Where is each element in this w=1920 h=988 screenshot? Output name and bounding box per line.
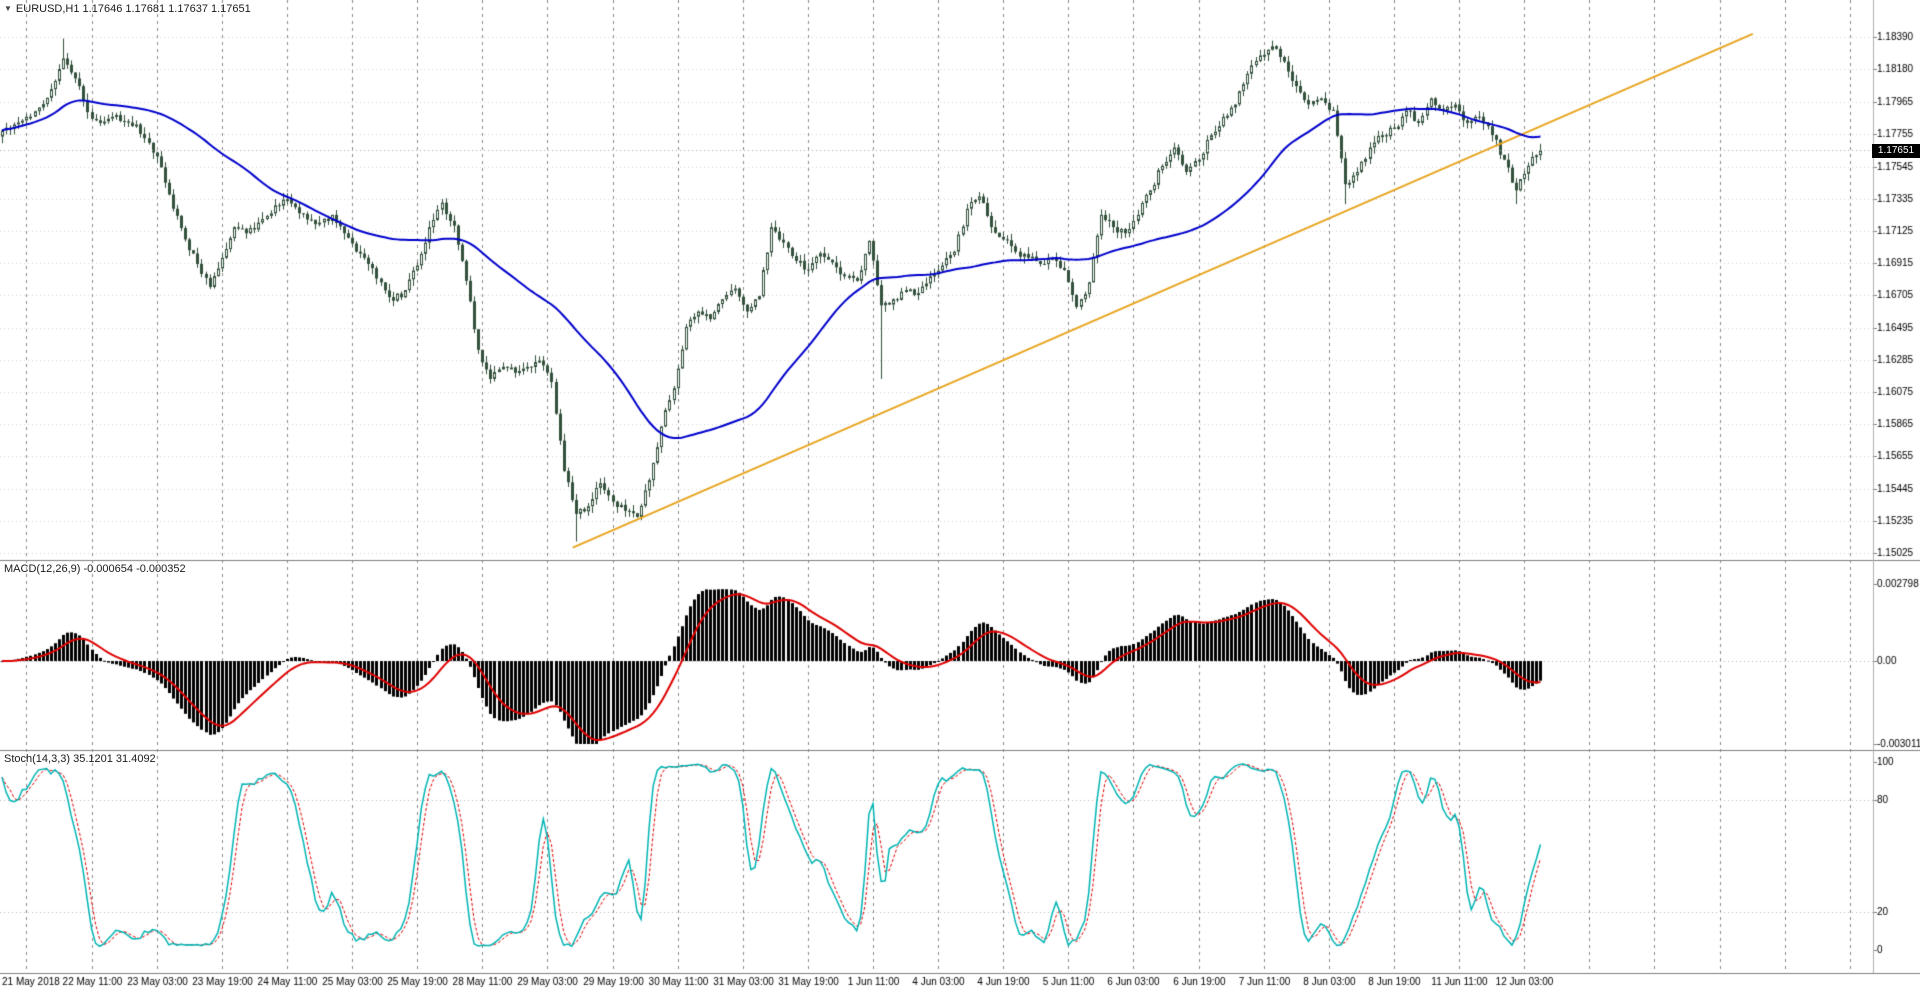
price-chart-canvas[interactable] [0,0,1920,988]
chart-window: { "window": { "title": "EURUSD,H1 1.1764… [0,0,1920,988]
